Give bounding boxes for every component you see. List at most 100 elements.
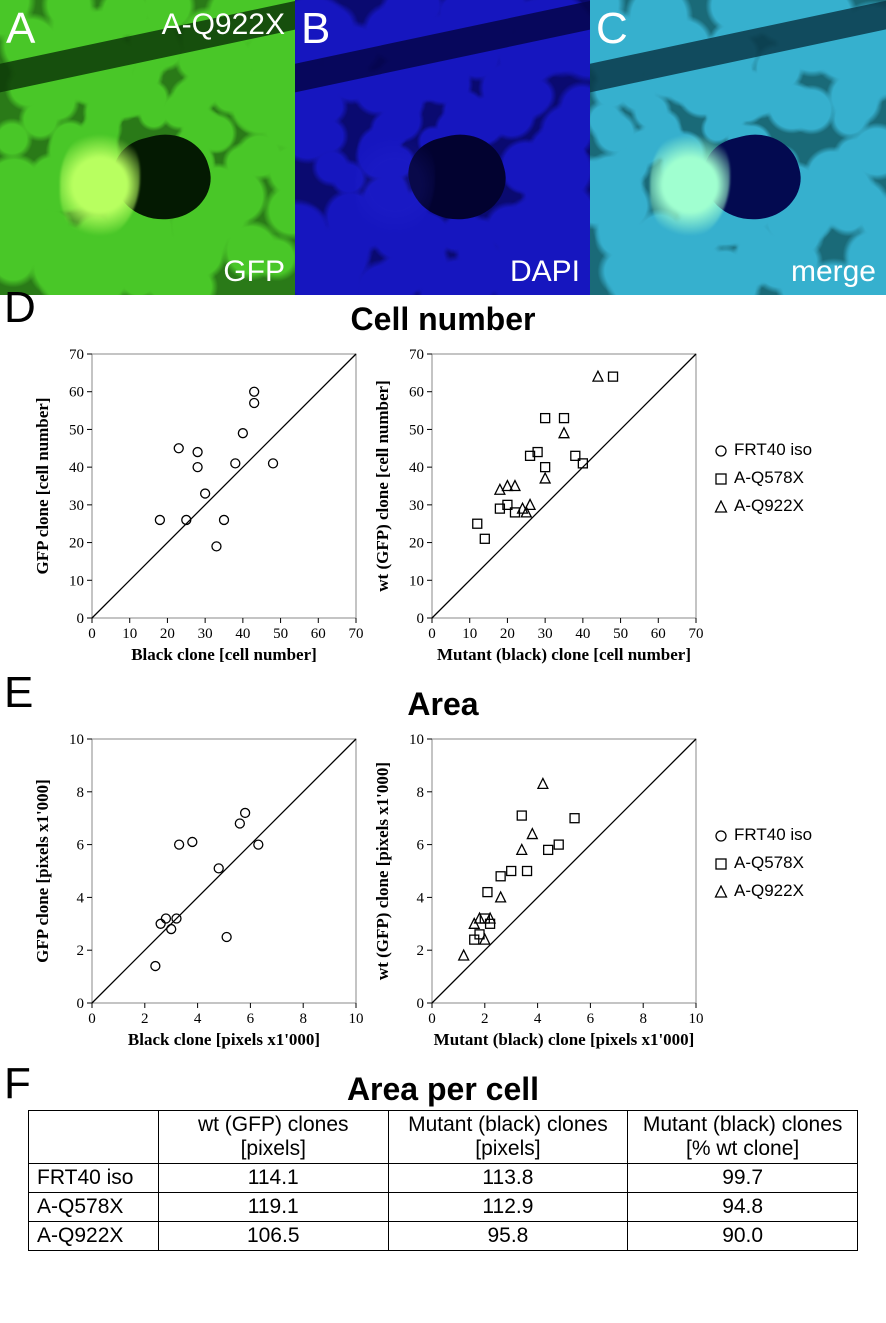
svg-text:60: 60: [409, 385, 424, 401]
section-e-title: Area: [0, 686, 886, 723]
svg-text:0: 0: [77, 611, 85, 627]
table-f: wt (GFP) clones[pixels]Mutant (black) cl…: [28, 1110, 858, 1251]
svg-text:70: 70: [349, 626, 364, 642]
legend-label: FRT40 iso: [734, 440, 812, 460]
svg-text:40: 40: [69, 460, 84, 476]
table-row: FRT40 iso114.1113.899.7: [29, 1164, 858, 1193]
panel-letter: A: [6, 4, 35, 54]
svg-text:50: 50: [69, 422, 84, 438]
panel-bottom-label: DAPI: [510, 255, 580, 289]
panel-letter-e: E: [4, 668, 33, 718]
svg-text:8: 8: [639, 1011, 647, 1027]
svg-text:8: 8: [299, 1011, 307, 1027]
svg-text:60: 60: [651, 626, 666, 642]
legend-item: FRT40 iso: [714, 825, 812, 845]
svg-text:50: 50: [409, 422, 424, 438]
svg-text:10: 10: [409, 732, 424, 748]
section-e: E Area 02468100246810Black clone [pixels…: [0, 686, 886, 1065]
svg-text:50: 50: [273, 626, 288, 642]
section-f: F Area per cell wt (GFP) clones[pixels]M…: [0, 1071, 886, 1251]
table-header-row: wt (GFP) clones[pixels]Mutant (black) cl…: [29, 1111, 858, 1164]
table-header-cell: [29, 1111, 159, 1164]
svg-text:10: 10: [689, 1011, 704, 1027]
panel-top-label: A-Q922X: [162, 8, 285, 42]
legend-item: FRT40 iso: [714, 440, 812, 460]
svg-text:40: 40: [409, 460, 424, 476]
legend-item: A-Q578X: [714, 853, 812, 873]
svg-text:6: 6: [77, 838, 85, 854]
legend-item: A-Q922X: [714, 881, 812, 901]
table-cell: A-Q578X: [29, 1193, 159, 1222]
panel-bottom-label: GFP: [223, 255, 285, 289]
svg-text:30: 30: [69, 498, 84, 514]
table-cell: 114.1: [158, 1164, 388, 1193]
microscopy-panel-c: Cmerge: [590, 0, 886, 295]
table-cell: 95.8: [388, 1222, 628, 1251]
svg-text:60: 60: [69, 385, 84, 401]
svg-text:0: 0: [77, 996, 85, 1012]
table-header-cell: Mutant (black) clones[% wt clone]: [628, 1111, 858, 1164]
section-d-title: Cell number: [0, 301, 886, 338]
triangle-marker-icon: [714, 884, 728, 898]
svg-text:2: 2: [481, 1011, 489, 1027]
panel-letter-d: D: [4, 283, 36, 333]
svg-text:wt (GFP) clone [cell number]: wt (GFP) clone [cell number]: [373, 380, 392, 592]
svg-text:10: 10: [69, 732, 84, 748]
chart-d-left: 010203040506070010203040506070Black clon…: [30, 340, 370, 680]
triangle-marker-icon: [714, 499, 728, 513]
table-cell: 99.7: [628, 1164, 858, 1193]
svg-text:60: 60: [311, 626, 326, 642]
svg-text:70: 70: [69, 347, 84, 363]
svg-text:70: 70: [689, 626, 704, 642]
svg-text:8: 8: [77, 785, 85, 801]
section-d-charts: 0 10 20 30 40 50 60 70 0 10 20 30 40 50 60 70 Black clon…: [0, 340, 886, 680]
svg-text:10: 10: [409, 573, 424, 589]
svg-text:4: 4: [77, 890, 85, 906]
svg-text:6: 6: [417, 838, 425, 854]
chart-e-left: 02468100246810Black clone [pixels x1'000…: [30, 725, 370, 1065]
svg-text:4: 4: [417, 890, 425, 906]
table-cell: 90.0: [628, 1222, 858, 1251]
svg-text:20: 20: [69, 536, 84, 552]
svg-text:30: 30: [538, 626, 553, 642]
legend-label: A-Q922X: [734, 496, 804, 516]
svg-text:40: 40: [235, 626, 250, 642]
microscopy-panel-b: B DAPI: [295, 0, 590, 295]
legend-e: FRT40 iso A-Q578X A-Q922X: [710, 725, 812, 909]
svg-text:70: 70: [409, 347, 424, 363]
table-cell: FRT40 iso: [29, 1164, 159, 1193]
table-header-cell: Mutant (black) clones[pixels]: [388, 1111, 628, 1164]
svg-text:Mutant (black) clone [cell num: Mutant (black) clone [cell number]: [437, 645, 691, 664]
legend-label: A-Q578X: [734, 468, 804, 488]
svg-text:20: 20: [500, 626, 515, 642]
svg-text:Black clone [cell number]: Black clone [cell number]: [131, 645, 317, 664]
table-header-cell: wt (GFP) clones[pixels]: [158, 1111, 388, 1164]
figure-root: A A-Q922X GFP B DAPI Cmerge D Cell number 0 10…: [0, 0, 886, 1251]
section-e-charts: 0 2 4 6 8 10 0 2 4 6 8 10 Black clone [pixels x1'000…: [0, 725, 886, 1065]
svg-text:2: 2: [417, 943, 425, 959]
svg-text:0: 0: [88, 1011, 96, 1027]
circle-marker-icon: [714, 828, 728, 842]
section-d: D Cell number 01020304050607001020304050…: [0, 301, 886, 680]
svg-text:4: 4: [194, 1011, 202, 1027]
svg-text:Mutant (black) clone [pixels x: Mutant (black) clone [pixels x1'000]: [434, 1030, 695, 1049]
svg-text:10: 10: [349, 1011, 364, 1027]
svg-text:10: 10: [462, 626, 477, 642]
microscopy-panel-a: A A-Q922X GFP: [0, 0, 295, 295]
svg-text:0: 0: [88, 626, 96, 642]
table-cell: 106.5: [158, 1222, 388, 1251]
legend-label: A-Q578X: [734, 853, 804, 873]
svg-text:6: 6: [247, 1011, 255, 1027]
table-cell: 112.9: [388, 1193, 628, 1222]
legend-label: A-Q922X: [734, 881, 804, 901]
svg-text:GFP clone [pixels x1'000]: GFP clone [pixels x1'000]: [33, 779, 52, 963]
panel-letter: C: [596, 4, 628, 54]
panel-letter: B: [301, 4, 330, 54]
panel-bottom-label: merge: [791, 255, 876, 289]
svg-text:4: 4: [534, 1011, 542, 1027]
panel-letter-f: F: [4, 1059, 31, 1109]
svg-text:wt (GFP) clone [pixels x1'000]: wt (GFP) clone [pixels x1'000]: [373, 762, 392, 980]
svg-text:Black clone [pixels x1'000]: Black clone [pixels x1'000]: [128, 1030, 320, 1049]
chart-e-right: 02468100246810Mutant (black) clone [pixe…: [370, 725, 710, 1065]
svg-text:20: 20: [160, 626, 175, 642]
